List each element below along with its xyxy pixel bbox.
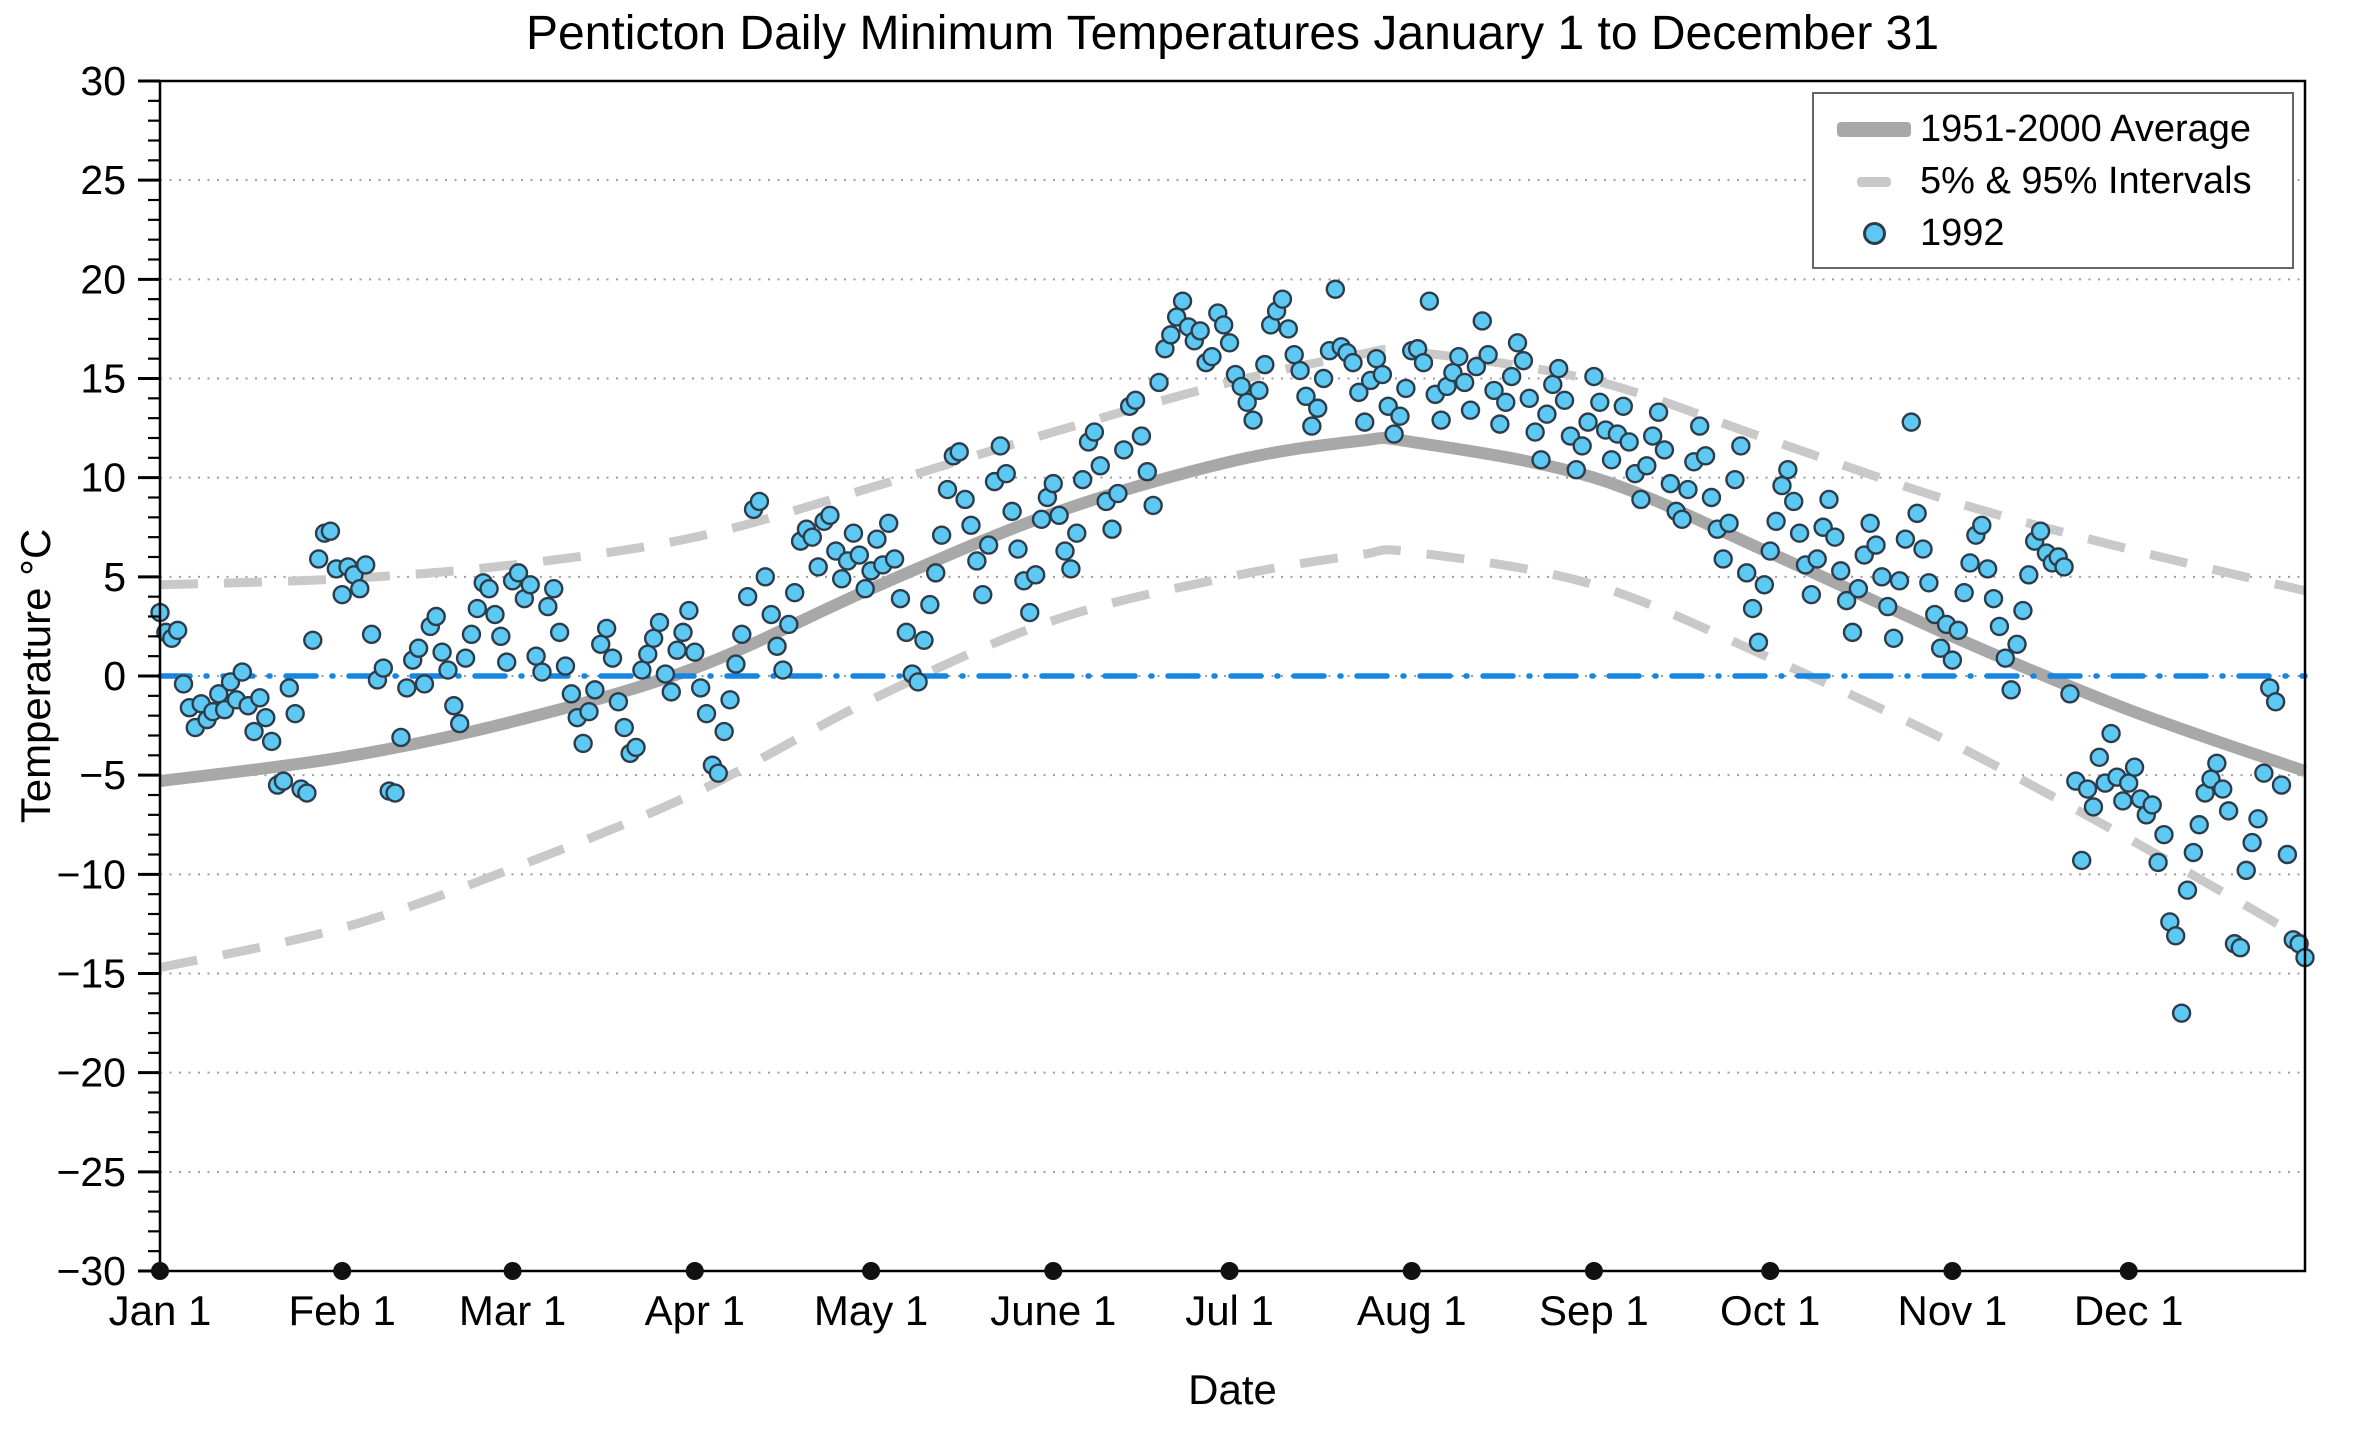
svg-text:Nov 1: Nov 1: [1898, 1287, 2008, 1334]
legend-item-1992: 1992: [1828, 210, 2276, 257]
svg-text:Oct 1: Oct 1: [1720, 1287, 1820, 1334]
average-line-swatch: [1828, 122, 1920, 137]
legend-label-1992: 1992: [1920, 212, 2005, 254]
svg-text:Aug 1: Aug 1: [1357, 1287, 1467, 1334]
svg-text:5: 5: [103, 554, 126, 600]
legend-item-intervals: 5% & 95% Intervals: [1828, 158, 2276, 205]
legend: 1951-2000 Average 5% & 95% Intervals 199…: [1812, 92, 2294, 269]
svg-text:−20: −20: [56, 1050, 126, 1096]
svg-text:Apr 1: Apr 1: [645, 1287, 745, 1334]
legend-label-average: 1951-2000 Average: [1920, 108, 2252, 150]
svg-text:−5: −5: [79, 752, 126, 798]
svg-text:Dec 1: Dec 1: [2074, 1287, 2184, 1334]
svg-text:0: 0: [103, 653, 126, 699]
chart-title: Penticton Daily Minimum Temperatures Jan…: [525, 7, 1940, 60]
interval-line-swatch: [1828, 176, 1920, 187]
svg-text:30: 30: [80, 58, 126, 104]
svg-text:May 1: May 1: [814, 1287, 928, 1334]
svg-text:Mar 1: Mar 1: [459, 1287, 566, 1334]
svg-text:−15: −15: [56, 951, 126, 997]
svg-text:June 1: June 1: [990, 1287, 1116, 1334]
svg-text:25: 25: [80, 157, 126, 203]
legend-label-intervals: 5% & 95% Intervals: [1920, 160, 2252, 202]
svg-text:Feb 1: Feb 1: [288, 1287, 395, 1334]
svg-text:−25: −25: [56, 1149, 126, 1195]
svg-text:−30: −30: [56, 1248, 126, 1294]
svg-text:10: 10: [80, 455, 126, 501]
svg-text:15: 15: [80, 356, 126, 402]
x-axis-title: Date: [1188, 1366, 1277, 1413]
svg-text:20: 20: [80, 256, 126, 302]
svg-text:Sep 1: Sep 1: [1539, 1287, 1649, 1334]
svg-text:Jul 1: Jul 1: [1185, 1287, 1274, 1334]
svg-text:−10: −10: [56, 851, 126, 897]
scatter-marker-swatch: [1828, 222, 1920, 245]
legend-item-average: 1951-2000 Average: [1828, 106, 2276, 153]
svg-text:Jan 1: Jan 1: [109, 1287, 212, 1334]
